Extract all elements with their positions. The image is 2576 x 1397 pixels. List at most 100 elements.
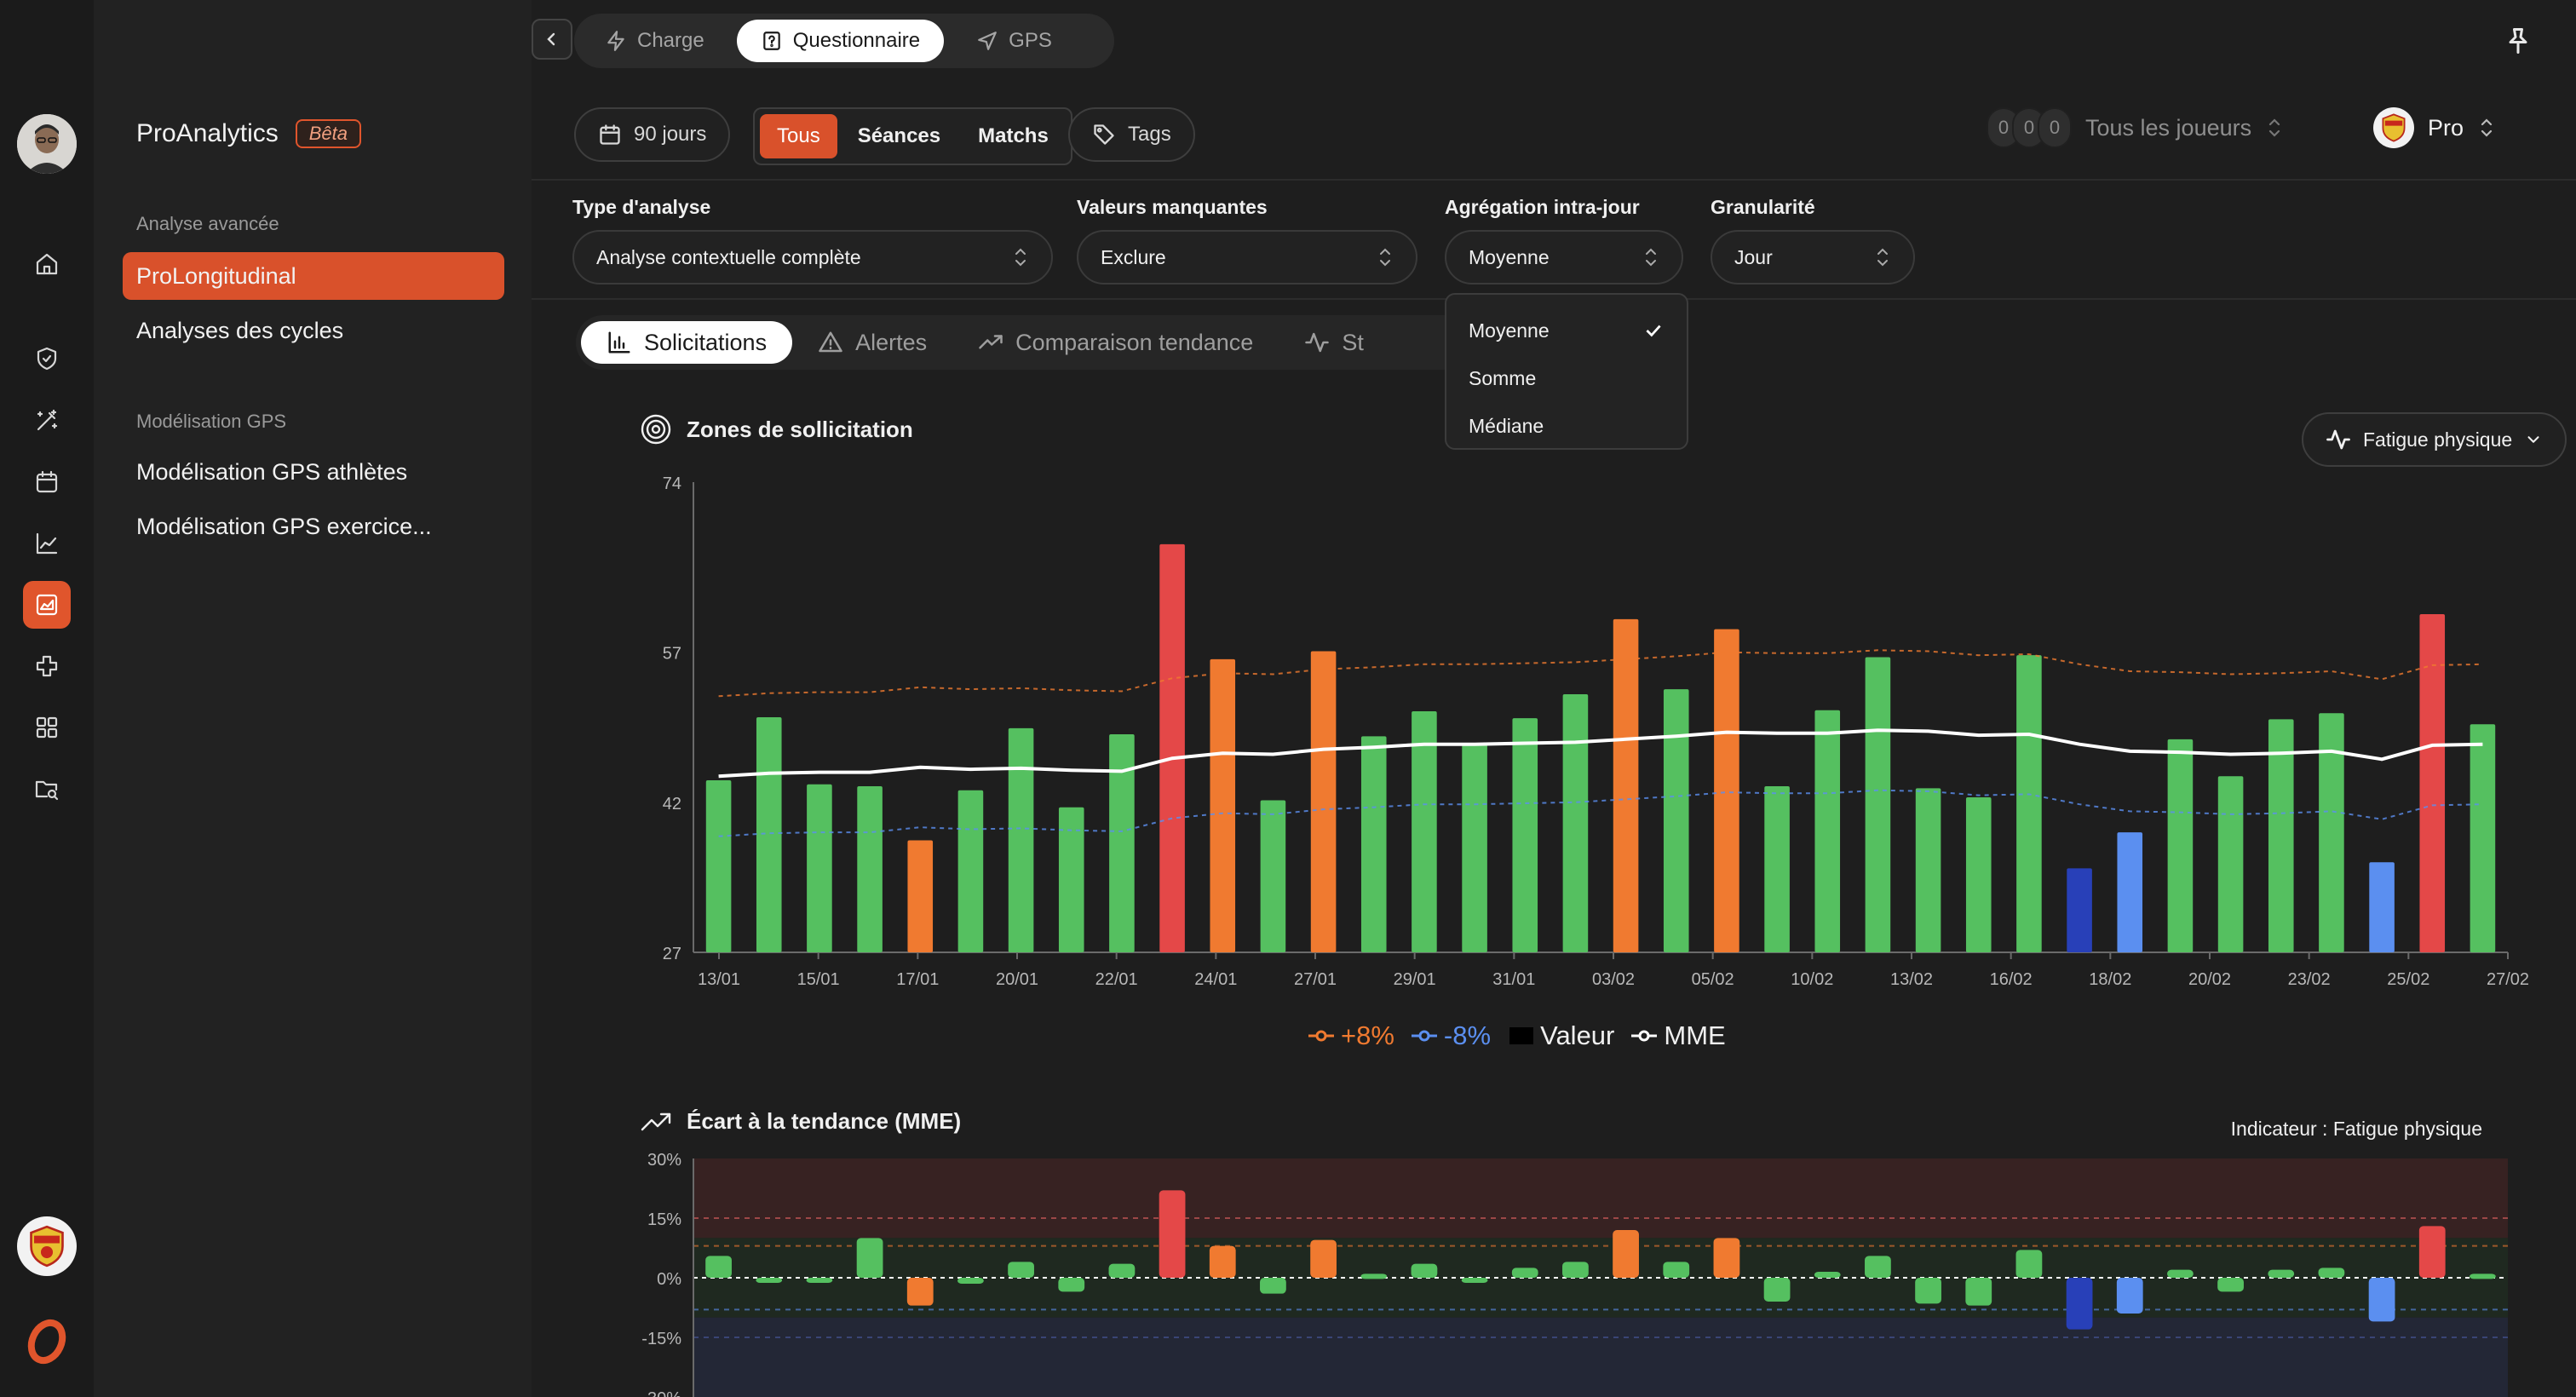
medical-cross-icon[interactable] <box>23 642 71 690</box>
bar <box>807 784 832 952</box>
ecart-title: Écart à la tendance (MME) <box>639 1104 961 1138</box>
chevron-down-icon <box>2527 436 2539 443</box>
bar <box>2419 614 2446 952</box>
bar <box>1360 736 1387 952</box>
x-tick-label: 27/01 <box>1294 970 1337 989</box>
calendar-icon[interactable] <box>23 458 71 506</box>
team-selector[interactable]: Pro <box>2373 107 2496 148</box>
granularity-select[interactable]: Jour <box>1711 230 1915 285</box>
sidebar-item-analyses-cycles[interactable]: Analyses des cycles <box>136 317 344 343</box>
x-tick-label: 15/01 <box>797 970 840 989</box>
tab-comparaison-tendance[interactable]: Comparaison tendance <box>952 321 1279 364</box>
bar <box>2369 862 2395 952</box>
series-plus8-line <box>718 649 2483 698</box>
period-label: 90 jours <box>634 123 707 146</box>
tab-gps[interactable]: GPS <box>952 20 1076 62</box>
tab-solicitations[interactable]: Solicitations <box>581 321 793 364</box>
granularity-label: Granularité <box>1711 196 1815 218</box>
legend-plus8: +8% <box>1308 1020 1394 1051</box>
bar <box>1865 657 1891 952</box>
y-tick-label: 0% <box>657 1270 681 1289</box>
section-modelisation-gps: Modélisation GPS <box>136 411 287 432</box>
tab-st[interactable]: St <box>1279 321 1389 364</box>
zones-title-text: Zones de sollicitation <box>687 416 913 442</box>
period-selector[interactable]: 90 jours <box>574 107 731 162</box>
bar <box>1260 800 1286 952</box>
sidebar-item-prolongitudinal[interactable]: ProLongitudinal <box>123 252 504 300</box>
analysis-type-select[interactable]: Analyse contextuelle complète <box>572 230 1053 285</box>
session-matchs[interactable]: Matchs <box>978 124 1049 147</box>
ecart-chart: 30% 15% 0% -15% -30% <box>641 1151 2508 1397</box>
missing-values-label: Valeurs manquantes <box>1077 196 1268 218</box>
bar <box>756 1278 783 1283</box>
session-tous[interactable]: Tous <box>760 114 837 158</box>
grid-icon[interactable] <box>23 704 71 751</box>
activity-icon <box>1305 332 1330 353</box>
x-tick-label: 22/01 <box>1095 970 1138 989</box>
line-chart-icon[interactable] <box>23 520 71 567</box>
icon-rail <box>0 0 94 1397</box>
zones-chart: 27 42 57 74 13/01 15/01 17/01 20/01 22/01 24/01 27… <box>663 474 2529 989</box>
bar <box>1965 796 1992 952</box>
chevron-updown-icon <box>1380 248 1390 267</box>
bar <box>2368 1278 2395 1322</box>
session-seances[interactable]: Séances <box>857 124 941 147</box>
bolt-icon <box>607 31 624 51</box>
bar <box>2217 776 2244 952</box>
indicator-selector[interactable]: Fatigue physique <box>2302 412 2567 467</box>
tags-button[interactable]: Tags <box>1068 107 1195 162</box>
bar <box>2167 739 2194 952</box>
legend-minus8: -8% <box>1411 1020 1492 1051</box>
sidebar-item-gps-exercice[interactable]: Modélisation GPS exercice... <box>136 513 432 539</box>
chevron-updown-icon <box>2481 118 2493 137</box>
bar <box>756 717 782 952</box>
area-chart-icon[interactable] <box>23 581 71 629</box>
x-tick-label: 10/02 <box>1791 970 1833 989</box>
bar <box>2067 868 2092 952</box>
tab-questionnaire[interactable]: Questionnaire <box>736 20 945 62</box>
bar <box>1209 1245 1236 1278</box>
option-moyenne[interactable]: Moyenne <box>1446 307 1687 354</box>
option-somme[interactable]: Somme <box>1446 354 1687 402</box>
bar <box>1915 788 1941 952</box>
bar <box>1713 1238 1740 1278</box>
folder-search-icon[interactable] <box>23 765 71 813</box>
magic-wand-icon[interactable] <box>23 397 71 445</box>
pin-icon[interactable] <box>2503 26 2533 56</box>
legend-minus8-label: -8% <box>1443 1020 1492 1050</box>
missing-values-select[interactable]: Exclure <box>1077 230 1417 285</box>
bar <box>1814 1272 1841 1278</box>
bar <box>1965 1278 1992 1306</box>
missing-values-value: Exclure <box>1101 245 1166 268</box>
bar <box>857 786 883 952</box>
user-avatar[interactable] <box>17 114 77 174</box>
bar <box>1008 1262 1034 1278</box>
bar <box>705 1256 732 1278</box>
team-logo-icon <box>2373 107 2414 148</box>
bar <box>1412 710 1437 952</box>
x-tick-label: 05/02 <box>1692 970 1734 989</box>
club-logo[interactable] <box>17 1216 77 1276</box>
team-label: Pro <box>2428 114 2464 141</box>
x-tick-label: 31/01 <box>1492 970 1535 989</box>
aggregation-select[interactable]: Moyenne <box>1445 230 1683 285</box>
y-tick-label: 27 <box>663 945 681 963</box>
tab-alertes[interactable]: Alertes <box>792 321 952 364</box>
bar <box>856 1238 883 1278</box>
collapse-sidebar-button[interactable] <box>532 19 572 60</box>
bar <box>2470 1273 2496 1279</box>
sidebar-item-gps-athletes[interactable]: Modélisation GPS athlètes <box>136 458 408 485</box>
bar <box>1109 733 1135 952</box>
y-tick-label: 30% <box>647 1151 681 1170</box>
tab-solicitations-label: Solicitations <box>644 329 768 355</box>
y-tick-label: -30% <box>641 1389 681 1397</box>
bar <box>2167 1269 2194 1278</box>
option-mediane[interactable]: Médiane <box>1446 402 1687 450</box>
indicator-label: Fatigue physique <box>2363 428 2513 451</box>
players-selector[interactable]: 0 0 0 Tous les joueurs <box>1987 107 2284 148</box>
tab-charge[interactable]: Charge <box>581 20 728 62</box>
home-icon[interactable] <box>23 240 71 288</box>
chevron-updown-icon <box>1877 248 1888 267</box>
shield-icon[interactable] <box>23 335 71 382</box>
zones-legend: +8% -8% Valeur MME <box>1308 1020 1726 1051</box>
